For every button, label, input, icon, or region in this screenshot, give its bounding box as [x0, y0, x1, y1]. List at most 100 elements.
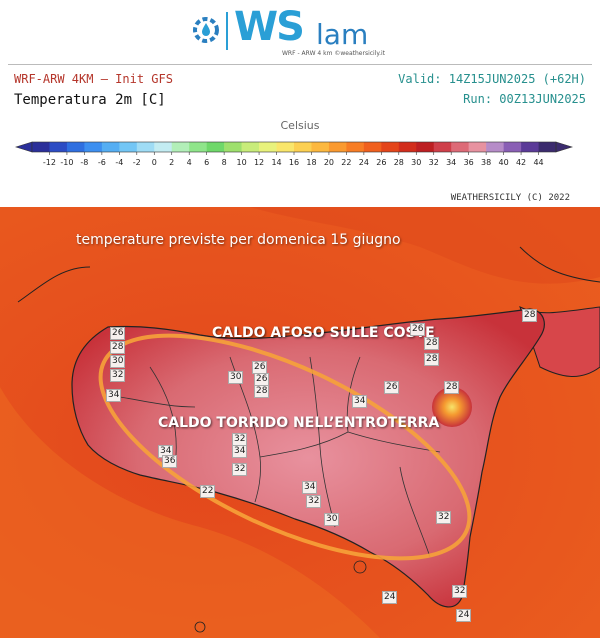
isotherm-label: 28: [444, 381, 460, 394]
colorbar-swatch: [311, 142, 330, 152]
colorbar-tick-label: 20: [324, 158, 334, 167]
isotherm-label: 26: [410, 323, 426, 336]
inland-annotation: CALDO TORRIDO NELL’ENTROTERRA: [158, 415, 440, 431]
etna-hotspot: [432, 387, 472, 427]
sicily-island: [71, 308, 545, 608]
colorbar-tick-label: 22: [341, 158, 351, 167]
colorbar-tick-label: 34: [446, 158, 456, 167]
gear-icon: [193, 17, 219, 43]
colorbar-unit: Celsius: [280, 119, 320, 132]
colorbar-tick-label: -2: [133, 158, 141, 167]
isotherm-label: 28: [110, 341, 126, 354]
isotherm-label: 26: [384, 381, 400, 394]
colorbar-swatch: [398, 142, 417, 152]
colorbar-swatch: [171, 142, 190, 152]
isotherm-label: 32: [436, 511, 452, 524]
isotherm-label: 34: [232, 445, 248, 458]
map-caption: temperature previste per domenica 15 giu…: [76, 232, 401, 248]
logo-brand-lam: lam: [316, 18, 369, 51]
divider-top: [8, 64, 592, 65]
colorbar-tick-label: 32: [429, 158, 439, 167]
temperature-colorbar: -12 -10 -8 -6 -4 -2 0 2 4 6 8 10 12 14 16 18 20 22 24 26 28 3…: [14, 141, 574, 167]
colorbar-tick-label: 40: [499, 158, 509, 167]
colorbar-swatch: [136, 142, 155, 152]
colorbar-swatch: [416, 142, 435, 152]
colorbar-tick-label: 36: [464, 158, 474, 167]
highlight-ellipse: [98, 333, 472, 561]
calabria-coast: [17, 246, 600, 303]
colorbar-swatch: [206, 142, 225, 152]
isotherm-label: 26: [110, 327, 126, 340]
colorbar-swatch: [381, 142, 400, 152]
colorbar-swatch: [49, 142, 68, 152]
colorbar-tick-label: 16: [289, 158, 299, 167]
colorbar-swatch: [346, 142, 365, 152]
colorbar-swatch: [224, 142, 242, 152]
colorbar-tick-label: 14: [271, 158, 281, 167]
colorbar-tick-label: 6: [204, 158, 209, 167]
temperature-map: temperature previste per domenica 15 giu…: [0, 207, 600, 638]
colorbar-swatch: [119, 142, 138, 152]
colorbar-swatch: [433, 142, 452, 152]
logo-brand-ws: WS: [234, 4, 305, 50]
colorbar-high-arrow: [555, 141, 574, 153]
colorbar-tick-label: 10: [237, 158, 247, 167]
colorbar-swatch: [468, 142, 487, 152]
copyright-credit: WEATHERSICILY (C) 2022: [450, 193, 570, 203]
colorbar-tick-label: 30: [411, 158, 421, 167]
colorbar-swatch: [259, 142, 277, 152]
colorbar-swatch: [84, 142, 103, 152]
isotherm-label: 36: [162, 455, 178, 468]
south-sea-band: [0, 387, 380, 638]
isotherm-label: 34: [106, 389, 122, 402]
colorbar-swatch: [66, 142, 85, 152]
colorbar-tick-label: -8: [80, 158, 88, 167]
isotherm-label: 32: [110, 369, 126, 382]
variable-label: Temperatura 2m [C]: [14, 92, 166, 108]
isotherm-label: 22: [200, 485, 216, 498]
colorbar-tick-label: -6: [98, 158, 106, 167]
colorbar-tick-label: 0: [152, 158, 157, 167]
map-header: WS lam WRF - ARW 4 km ©weathersicily.it …: [0, 0, 600, 207]
colorbar-swatch: [32, 142, 50, 152]
valid-time: Valid: 14Z15JUN2025 (+62H): [398, 72, 586, 86]
colorbar-swatch: [538, 142, 557, 152]
isotherm-label: 30: [324, 513, 340, 526]
logo-divider: [226, 12, 228, 50]
coast-annotation: CALDO AFOSO SULLE COSTE: [212, 325, 435, 341]
colorbar-tick-label: 42: [516, 158, 526, 167]
colorbar-tick-label: 8: [222, 158, 227, 167]
colorbar-swatch: [486, 142, 504, 152]
colorbar-swatch: [276, 142, 295, 152]
colorbar-swatch: [328, 142, 347, 152]
isotherm-label: 32: [452, 585, 468, 598]
colorbar-tick-label: -12: [43, 158, 56, 167]
small-island: [353, 560, 367, 574]
map-graphic: [0, 207, 600, 638]
logo-tagline: WRF - ARW 4 km ©weathersicily.it: [282, 50, 385, 57]
isotherm-label: 24: [456, 609, 472, 622]
colorbar-low-arrow: [14, 141, 33, 153]
colorbar-tick-label: 38: [481, 158, 491, 167]
isotherm-label: 28: [424, 353, 440, 366]
colorbar-tick-label: 44: [533, 158, 543, 167]
colorbar-tick-label: -10: [60, 158, 73, 167]
colorbar-swatch: [154, 142, 173, 152]
isotherm-label: 32: [232, 463, 248, 476]
colorbar-tick-label: 26: [376, 158, 386, 167]
isotherm-label: 28: [522, 309, 538, 322]
colorbar-swatch: [101, 142, 120, 152]
run-time: Run: 00Z13JUN2025: [463, 92, 586, 106]
isotherm-label: 34: [302, 481, 318, 494]
colorbar-swatch: [451, 142, 469, 152]
isotherm-label: 24: [382, 591, 398, 604]
isotherm-label: 30: [228, 371, 244, 384]
colorbar-tick-label: 18: [306, 158, 316, 167]
isotherm-label: 34: [352, 395, 368, 408]
colorbar-swatch: [189, 142, 207, 152]
north-sea-band: [0, 207, 600, 284]
colorbar-tick-label: 28: [394, 158, 404, 167]
colorbar-swatch: [241, 142, 260, 152]
colorbar-swatch: [503, 142, 522, 152]
colorbar-tick-label: 24: [359, 158, 369, 167]
